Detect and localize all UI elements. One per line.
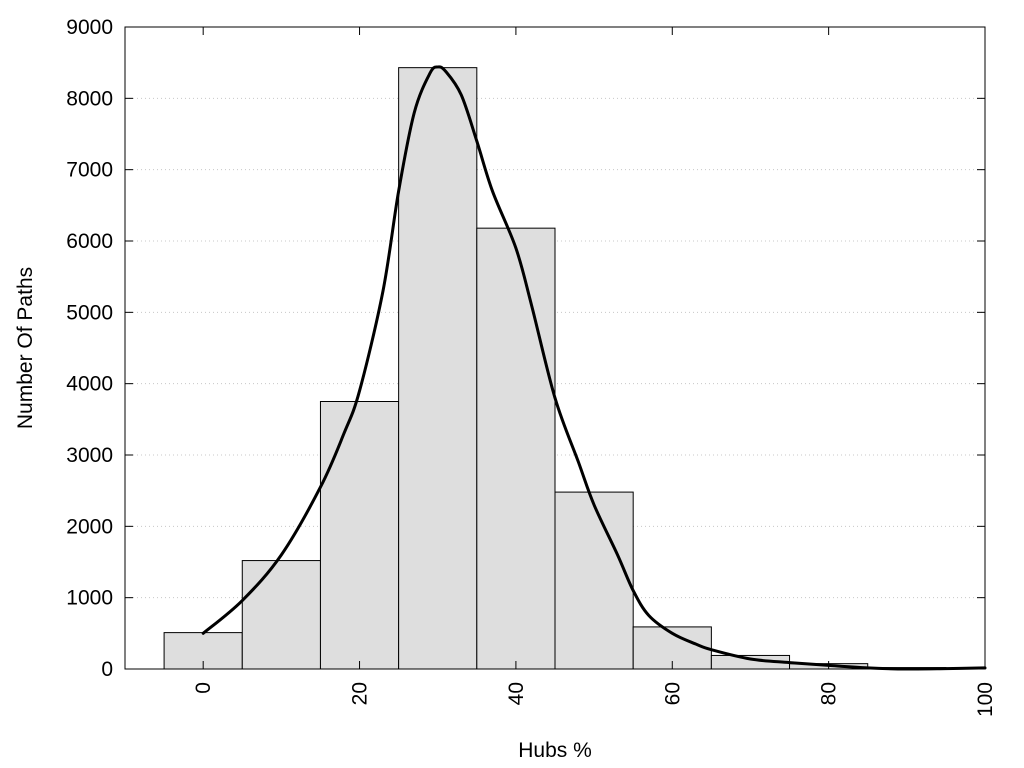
plot-frame [124, 26, 986, 670]
x-tick-label: 60 [661, 682, 684, 705]
histogram-bar-3 [398, 67, 478, 670]
histogram-bar-1 [241, 560, 321, 670]
histogram-bar-4 [476, 227, 556, 670]
density-curve [201, 65, 987, 671]
y-tick-label: 3000 [66, 444, 113, 467]
y-tick-label: 2000 [66, 515, 113, 538]
x-axis-label: Hubs % [518, 739, 592, 762]
density-curve-group [201, 65, 987, 671]
y-tick-label: 5000 [66, 301, 113, 324]
x-axis-ticks: 0 20 40 60 80 100 [192, 27, 997, 717]
y-tick-label: 7000 [66, 159, 113, 182]
y-tick-label: 8000 [66, 87, 113, 110]
x-tick-label: 0 [192, 682, 215, 694]
x-tick-label: 20 [349, 682, 372, 705]
histogram-bars [163, 67, 947, 670]
histogram-bar-5 [554, 491, 634, 670]
y-tick-label: 0 [101, 658, 113, 681]
histogram-bar-2 [319, 401, 400, 670]
y-tick-label: 4000 [66, 373, 113, 396]
x-tick-label: 40 [505, 682, 528, 705]
x-tick-label: 100 [974, 682, 997, 717]
y-axis-label: Number Of Paths [14, 267, 37, 429]
grid-lines [125, 97, 985, 599]
y-tick-label: 1000 [66, 587, 113, 610]
y-tick-label: 9000 [66, 16, 113, 39]
x-tick-label: 80 [818, 682, 841, 705]
y-axis-ticks: 0 1000 2000 3000 4000 5000 6000 7000 8000 9000 [66, 16, 985, 681]
y-tick-label: 6000 [66, 230, 113, 253]
